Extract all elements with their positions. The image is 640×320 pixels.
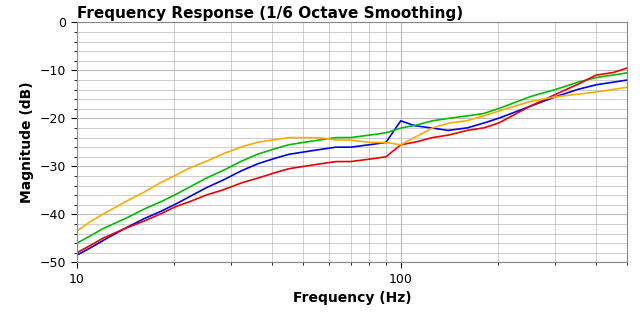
Line: 2.0 m: 2.0 m	[77, 87, 627, 231]
0.5 m	[129, 213, 137, 217]
Line: 1.0 m: 1.0 m	[77, 68, 627, 253]
2.0 m	[502, 107, 510, 111]
0.3 m	[502, 114, 510, 117]
0.3 m	[129, 222, 137, 226]
2.0 m	[316, 136, 323, 140]
1.0 m	[512, 112, 520, 116]
Text: Frequency Response (1/6 Octave Smoothing): Frequency Response (1/6 Octave Smoothing…	[77, 6, 463, 21]
0.5 m	[623, 71, 631, 75]
0.5 m	[73, 241, 81, 245]
1.0 m	[73, 251, 81, 255]
1.0 m	[502, 117, 510, 121]
2.0 m	[73, 229, 81, 233]
2.0 m	[512, 104, 520, 108]
0.5 m	[296, 141, 303, 145]
0.5 m	[512, 100, 520, 104]
2.0 m	[623, 85, 631, 89]
0.3 m	[316, 148, 323, 151]
Line: 0.3 m: 0.3 m	[77, 80, 627, 255]
2.0 m	[296, 136, 303, 140]
2.0 m	[451, 120, 459, 124]
X-axis label: Frequency (Hz): Frequency (Hz)	[292, 292, 412, 305]
0.5 m	[502, 104, 510, 108]
2.0 m	[129, 196, 137, 200]
0.3 m	[296, 151, 303, 155]
0.3 m	[512, 110, 520, 114]
0.5 m	[451, 116, 459, 119]
1.0 m	[129, 223, 137, 227]
1.0 m	[316, 162, 323, 166]
0.3 m	[623, 78, 631, 82]
1.0 m	[296, 165, 303, 169]
Line: 0.5 m: 0.5 m	[77, 73, 627, 243]
1.0 m	[451, 132, 459, 135]
0.5 m	[316, 138, 323, 142]
Y-axis label: Magnitude (dB): Magnitude (dB)	[20, 82, 35, 203]
0.3 m	[451, 128, 459, 132]
1.0 m	[623, 66, 631, 70]
0.3 m	[73, 253, 81, 257]
